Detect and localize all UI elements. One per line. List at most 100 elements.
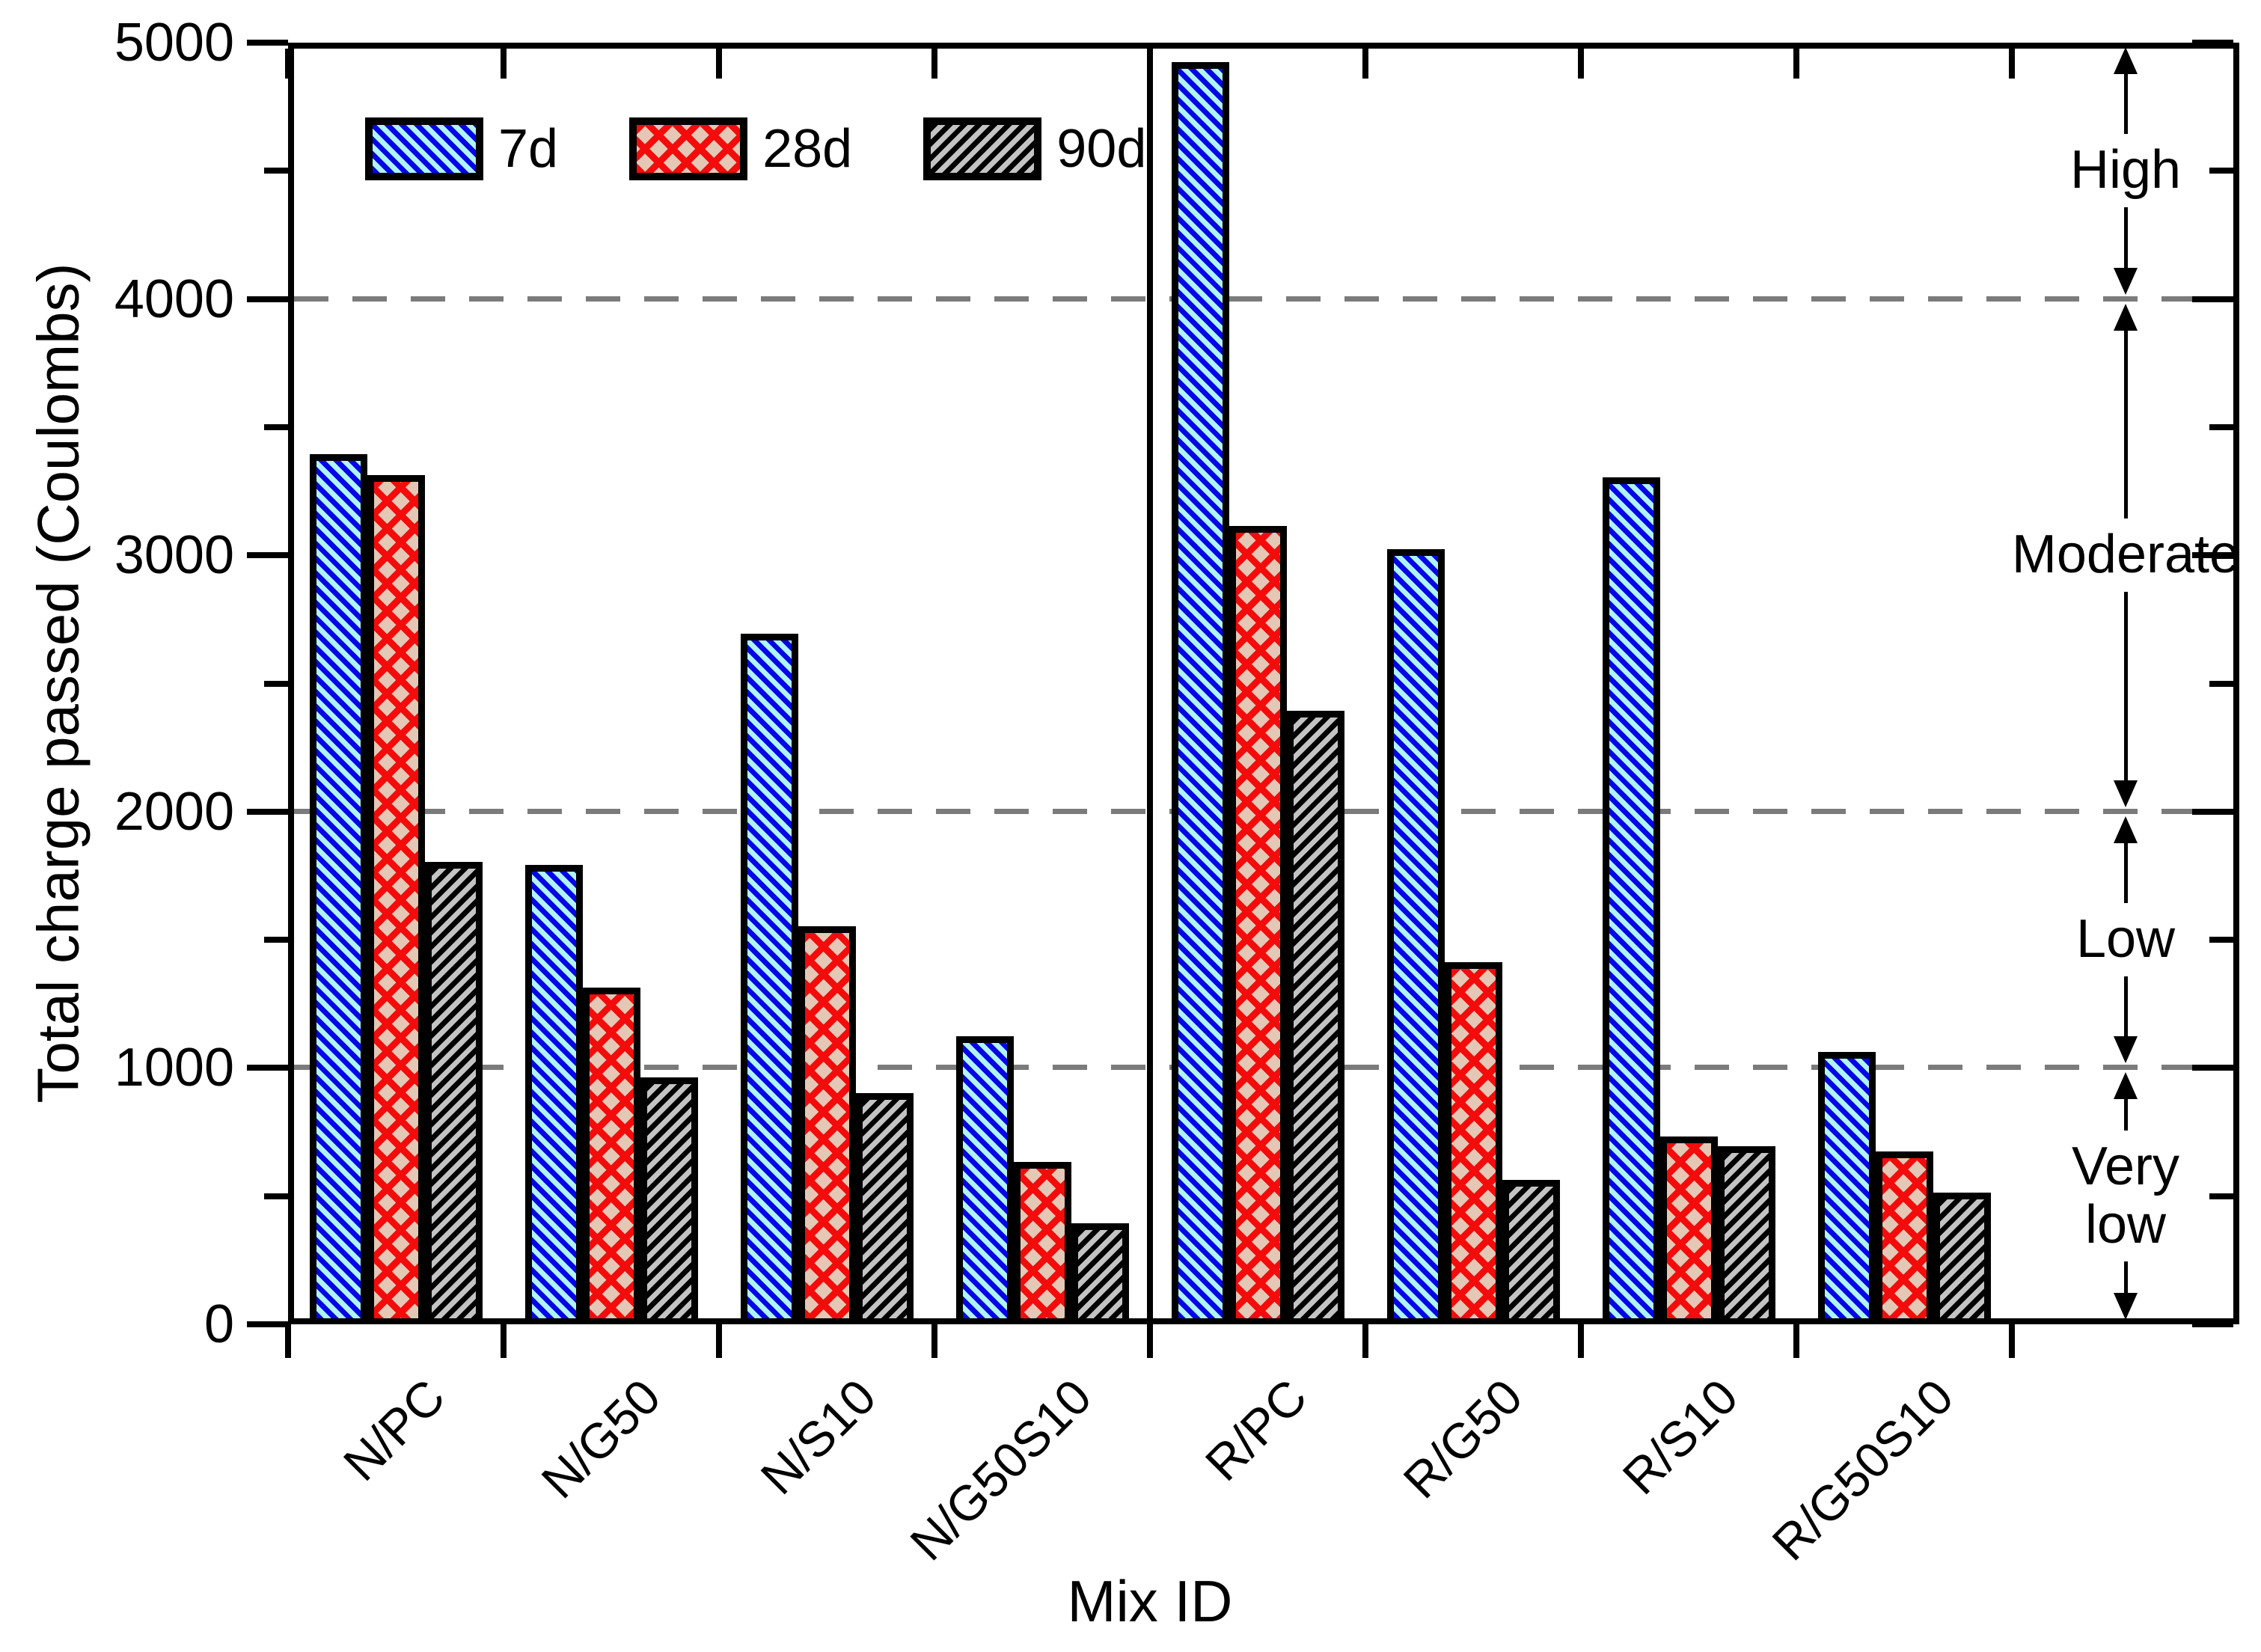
y-minor-tick-right	[2209, 1193, 2233, 1199]
bar-R-G50-7d	[1386, 549, 1445, 1318]
arrowhead-down-icon	[2114, 780, 2138, 807]
arrowhead-up-icon	[2114, 816, 2138, 843]
zone-arrow-up	[1931, 1072, 2261, 1131]
zone-arrow-up	[1931, 816, 2261, 904]
arrow-shaft	[2123, 330, 2128, 519]
zone-label-moderate: Moderate	[2011, 524, 2240, 585]
bar-R-S10-90d	[1717, 1146, 1775, 1318]
x-tick-top	[501, 49, 507, 79]
bar-R-G50S10-7d	[1817, 1051, 1876, 1318]
bar-R-PC-7d	[1171, 62, 1229, 1318]
arrowhead-down-icon	[2114, 1036, 2138, 1064]
y-minor-tick-right	[2209, 168, 2233, 174]
x-tick-bottom	[931, 1324, 937, 1358]
x-tick-bottom	[285, 1324, 291, 1358]
arrowhead-up-icon	[2114, 47, 2138, 74]
x-tick-top	[931, 49, 937, 79]
y-minor-tick-left	[264, 423, 288, 430]
legend-swatch-28d	[629, 117, 748, 180]
x-tick-bottom	[1793, 1324, 1799, 1358]
y-tick-label-1000: 1000	[114, 1038, 234, 1098]
arrow-shaft	[2123, 1261, 2128, 1293]
x-tick-bottom	[501, 1324, 507, 1358]
y-tick-label-3000: 3000	[114, 525, 234, 586]
bar-N-G50-7d	[524, 864, 583, 1318]
legend-item-28d: 28d	[629, 117, 852, 180]
arrow-shaft	[2123, 74, 2128, 135]
y-major-tick-left	[247, 40, 288, 46]
arrowhead-up-icon	[2114, 1072, 2138, 1100]
y-minor-tick-left	[264, 168, 288, 174]
y-minor-tick-left	[264, 1193, 288, 1199]
bar-N-S10-90d	[855, 1092, 914, 1318]
bar-R-PC-90d	[1286, 711, 1344, 1318]
plot-area: 7d 28d 90d	[288, 43, 2239, 1324]
y-minor-tick-left	[264, 937, 288, 943]
y-major-tick-right	[2192, 552, 2233, 559]
y-tick-label-0: 0	[204, 1294, 234, 1354]
y-minor-tick-right	[2209, 937, 2233, 943]
x-category-label-N-G50S10: N/G50S10	[899, 1368, 1102, 1571]
x-tick-top	[1793, 49, 1799, 79]
y-tick-label-2000: 2000	[114, 781, 234, 842]
arrow-shaft	[2123, 592, 2128, 780]
bar-R-G50S10-90d	[1933, 1193, 1991, 1318]
x-category-label-N-S10: N/S10	[750, 1368, 887, 1505]
zone-arrow-down	[1931, 976, 2261, 1064]
bar-N-G50S10-28d	[1013, 1162, 1071, 1318]
y-major-tick-right	[2192, 1321, 2233, 1327]
x-tick-top	[2009, 49, 2015, 79]
bar-N-PC-7d	[309, 454, 367, 1318]
x-tick-bottom	[716, 1324, 722, 1358]
arrow-shaft	[2123, 1099, 2128, 1131]
legend-swatch-7d	[365, 117, 483, 180]
x-tick-bottom	[1578, 1324, 1584, 1358]
arrowhead-down-icon	[2114, 1292, 2138, 1320]
y-major-tick-right	[2192, 296, 2233, 302]
bar-R-S10-7d	[1602, 477, 1660, 1318]
x-category-label-R-G50S10: R/G50S10	[1761, 1368, 1964, 1571]
zone-label-high: High	[2069, 140, 2182, 201]
y-major-tick-left	[247, 296, 288, 302]
x-category-label-N-G50: N/G50	[530, 1368, 671, 1509]
bar-N-G50S10-90d	[1071, 1223, 1129, 1318]
y-major-tick-left	[247, 1065, 288, 1071]
bar-N-PC-28d	[367, 474, 425, 1318]
x-tick-bottom	[1362, 1324, 1368, 1358]
bar-N-S10-28d	[798, 926, 856, 1318]
bar-R-G50S10-28d	[1875, 1151, 1933, 1318]
y-major-tick-right	[2192, 1065, 2233, 1071]
legend-label-7d: 7d	[498, 119, 559, 179]
bar-N-G50S10-7d	[955, 1036, 1014, 1318]
zone-very-low: Very low	[1931, 1072, 2261, 1320]
arrowhead-down-icon	[2114, 267, 2138, 295]
zone-low: Low	[1931, 816, 2261, 1064]
zone-arrow-down	[1931, 1261, 2261, 1320]
x-tick-bottom	[2009, 1324, 2015, 1358]
zone-arrow-up	[1931, 303, 2261, 519]
y-minor-tick-right	[2209, 423, 2233, 430]
x-axis-title: Mix ID	[1067, 1568, 1233, 1634]
y-major-tick-left	[247, 552, 288, 559]
bar-R-G50-28d	[1444, 961, 1502, 1318]
x-category-label-R-G50: R/G50	[1392, 1368, 1533, 1509]
y-minor-tick-left	[264, 680, 288, 687]
bar-R-G50-90d	[1502, 1180, 1560, 1318]
x-tick-top	[1362, 49, 1368, 79]
zone-label-very: Very low	[2071, 1136, 2180, 1255]
x-tick-top	[285, 49, 291, 79]
y-major-tick-left	[247, 1321, 288, 1327]
bar-N-S10-7d	[740, 634, 798, 1318]
zone-moderate: Moderate	[1931, 303, 2261, 807]
arrow-shaft	[2123, 207, 2128, 268]
zone-label-low: Low	[2075, 909, 2176, 970]
y-major-tick-left	[247, 808, 288, 815]
bar-R-PC-28d	[1229, 526, 1287, 1318]
y-tick-label-5000: 5000	[114, 13, 234, 73]
x-tick-top	[1578, 49, 1584, 79]
y-minor-tick-right	[2209, 680, 2233, 687]
bar-N-PC-90d	[424, 862, 483, 1318]
arrowhead-up-icon	[2114, 303, 2138, 331]
bar-R-S10-28d	[1659, 1136, 1718, 1318]
